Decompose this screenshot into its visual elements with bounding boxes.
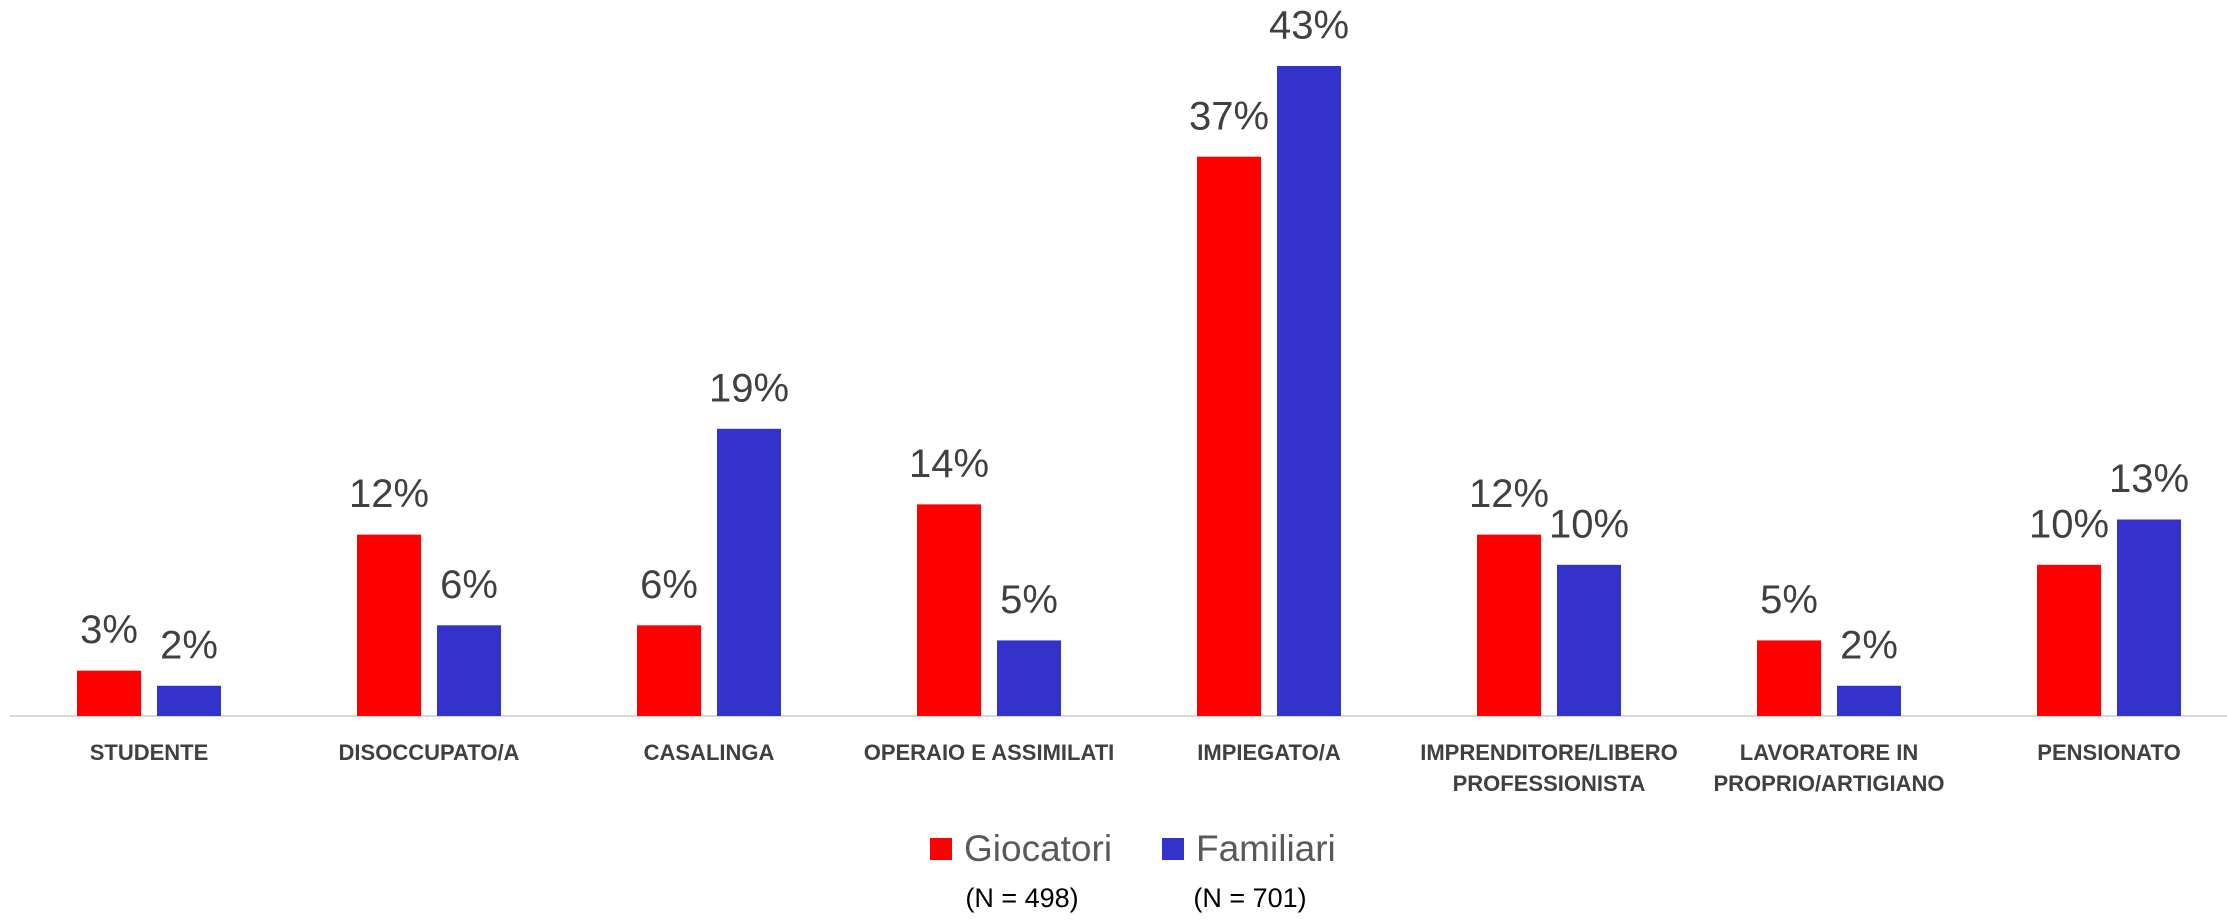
x-tick-label: IMPRENDITORE/LIBERO PROFESSIONISTA bbox=[1420, 740, 1678, 796]
bar bbox=[997, 640, 1061, 716]
bar bbox=[1757, 640, 1821, 716]
legend-swatch bbox=[1162, 838, 1184, 860]
value-label: 37% bbox=[1189, 94, 1269, 138]
value-label: 5% bbox=[1760, 578, 1818, 622]
value-label: 2% bbox=[160, 623, 218, 667]
bar bbox=[2117, 519, 2181, 716]
legend-note: (N = 498) bbox=[965, 883, 1078, 913]
value-label: 19% bbox=[709, 366, 789, 410]
value-label: 10% bbox=[1549, 502, 1629, 546]
bar bbox=[157, 685, 221, 716]
bar bbox=[917, 504, 981, 716]
value-label: 13% bbox=[2109, 457, 2189, 501]
value-label: 6% bbox=[440, 563, 498, 607]
value-label: 12% bbox=[349, 472, 429, 516]
legend-label: Familiari bbox=[1196, 828, 1336, 869]
bar bbox=[357, 534, 421, 716]
legend-swatch bbox=[930, 838, 952, 860]
bar bbox=[2037, 564, 2101, 716]
bar bbox=[637, 625, 701, 716]
bar bbox=[1557, 564, 1621, 716]
bar bbox=[437, 625, 501, 716]
value-label: 10% bbox=[2029, 502, 2109, 546]
bar bbox=[1277, 66, 1341, 716]
value-label: 14% bbox=[909, 442, 989, 486]
value-label: 2% bbox=[1840, 623, 1898, 667]
x-tick-label: IMPIEGATO/A bbox=[1197, 740, 1341, 765]
bar bbox=[77, 670, 141, 716]
x-tick-label: OPERAIO E ASSIMILATI bbox=[864, 740, 1115, 765]
bar bbox=[1837, 685, 1901, 716]
bar bbox=[1477, 534, 1541, 716]
value-label: 12% bbox=[1469, 472, 1549, 516]
legend-label: Giocatori bbox=[964, 828, 1112, 869]
bar bbox=[1197, 156, 1261, 716]
value-label: 6% bbox=[640, 563, 698, 607]
x-tick-label: LAVORATORE IN PROPRIO/ARTIGIANO bbox=[1713, 740, 1944, 796]
x-tick-label: PENSIONATO bbox=[2037, 740, 2180, 765]
value-label: 3% bbox=[80, 608, 138, 652]
x-tick-label: STUDENTE bbox=[90, 740, 209, 765]
value-label: 5% bbox=[1000, 578, 1058, 622]
x-tick-label: DISOCCUPATO/A bbox=[339, 740, 520, 765]
legend-note: (N = 701) bbox=[1193, 883, 1306, 913]
bar bbox=[717, 428, 781, 716]
x-tick-label: CASALINGA bbox=[644, 740, 775, 765]
value-label: 43% bbox=[1269, 4, 1349, 48]
